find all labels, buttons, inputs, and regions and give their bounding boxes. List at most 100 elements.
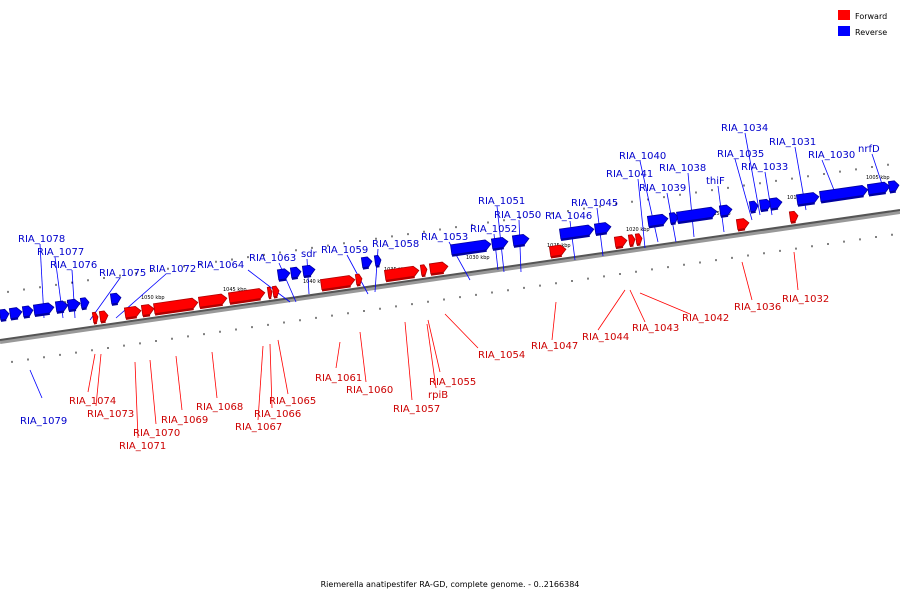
- forward-gene: [788, 210, 799, 224]
- reverse-leader-line: [29, 369, 43, 399]
- reverse-gene: [866, 181, 891, 197]
- gene-label-RIA-1055[interactable]: RIA_1055: [429, 377, 476, 388]
- gene-label-RIA-1047[interactable]: RIA_1047: [531, 341, 578, 352]
- forward-leader-line: [175, 355, 183, 411]
- gene-arrow-body: [819, 185, 869, 202]
- reverse-gene: [887, 180, 900, 194]
- gene-arrow-shade: [125, 316, 137, 320]
- gene-arrow-body: [301, 264, 316, 277]
- gene-arrow-shade: [23, 315, 30, 319]
- gene-label-RIA-1070[interactable]: RIA_1070: [133, 428, 180, 439]
- gene-arrow-body: [266, 286, 273, 298]
- gene-label-sdr[interactable]: sdr: [301, 249, 318, 260]
- gene-label-RIA-1051[interactable]: RIA_1051: [478, 196, 525, 207]
- gene-label-RIA-1034[interactable]: RIA_1034: [721, 123, 768, 134]
- gene-arrow-body: [768, 197, 783, 210]
- gene-arrow-shade: [430, 271, 444, 276]
- gene-label-rpiB[interactable]: rpiB: [428, 390, 448, 401]
- gene-arrow-body: [887, 180, 900, 192]
- gene-label-RIA-1045[interactable]: RIA_1045: [571, 198, 618, 209]
- gene-label-RIA-1063[interactable]: RIA_1063: [249, 253, 296, 264]
- legend-forward-label: Forward: [855, 12, 887, 21]
- gene-label-RIA-1079[interactable]: RIA_1079: [20, 416, 67, 427]
- gene-label-RIA-1072[interactable]: RIA_1072: [149, 264, 196, 275]
- gene-label-RIA-1046[interactable]: RIA_1046: [545, 211, 592, 222]
- gene-label-RIA-1073[interactable]: RIA_1073: [87, 409, 134, 420]
- gene-label-RIA-1053[interactable]: RIA_1053: [421, 232, 468, 243]
- gene-label-RIA-1044[interactable]: RIA_1044: [582, 332, 629, 343]
- gene-label-RIA-1043[interactable]: RIA_1043: [632, 323, 679, 334]
- gene-label-RIA-1038[interactable]: RIA_1038: [659, 163, 706, 174]
- reverse-leader-line: [637, 178, 646, 249]
- reverse-gene: [450, 239, 492, 257]
- gene-arrow-shade: [268, 296, 272, 300]
- gene-arrow-shade: [68, 309, 77, 313]
- reverse-gene: [289, 266, 302, 280]
- gene-label-RIA-1065[interactable]: RIA_1065: [269, 396, 316, 407]
- gene-label-RIA-1041[interactable]: RIA_1041: [606, 169, 653, 180]
- gene-label-RIA-1059[interactable]: RIA_1059: [321, 245, 368, 256]
- gene-arrow-body: [123, 305, 142, 319]
- gene-label-thiF[interactable]: thiF: [706, 176, 725, 187]
- gene-label-RIA-1036[interactable]: RIA_1036: [734, 302, 781, 313]
- gene-arrow-body: [66, 298, 81, 311]
- forward-leader-line: [426, 323, 437, 389]
- gene-label-RIA-1054[interactable]: RIA_1054: [478, 350, 525, 361]
- gene-label-RIA-1042[interactable]: RIA_1042: [682, 313, 729, 324]
- gene-label-RIA-1039[interactable]: RIA_1039: [639, 183, 686, 194]
- gene-label-RIA-1032[interactable]: RIA_1032: [782, 294, 829, 305]
- gene-label-RIA-1066[interactable]: RIA_1066: [254, 409, 301, 420]
- gene-label-RIA-1078[interactable]: RIA_1078: [18, 234, 65, 245]
- reverse-leader-line: [687, 172, 695, 238]
- gene-arrow-body: [140, 304, 155, 316]
- gene-label-RIA-1061[interactable]: RIA_1061: [315, 373, 362, 384]
- genome-caption: Riemerella anatipestifer RA-GD, complete…: [321, 580, 580, 589]
- reverse-leader-line: [639, 160, 659, 243]
- scale-label: 1005 kbp: [866, 175, 890, 181]
- gene-label-RIA-1077[interactable]: RIA_1077: [37, 247, 84, 258]
- forward-leader-line: [427, 319, 441, 373]
- gene-label-RIA-1052[interactable]: RIA_1052: [470, 224, 517, 235]
- gene-arrow-shade: [595, 232, 607, 236]
- gene-label-RIA-1050[interactable]: RIA_1050: [494, 210, 541, 221]
- gene-arrow-shade: [154, 308, 194, 316]
- gene-arrow-body: [98, 310, 109, 322]
- forward-gene: [634, 233, 643, 247]
- reverse-gene: [360, 256, 373, 270]
- gene-label-RIA-1068[interactable]: RIA_1068: [196, 402, 243, 413]
- gene-arrow-body: [419, 264, 428, 276]
- gene-label-RIA-1030[interactable]: RIA_1030: [808, 150, 855, 161]
- gene-label-RIA-1058[interactable]: RIA_1058: [372, 239, 419, 250]
- gene-label-RIA-1069[interactable]: RIA_1069: [161, 415, 208, 426]
- gene-label-RIA-1067[interactable]: RIA_1067: [235, 422, 282, 433]
- forward-gene: [627, 234, 636, 248]
- gene-arrow-shade: [273, 295, 278, 299]
- gene-label-RIA-1031[interactable]: RIA_1031: [769, 137, 816, 148]
- gene-label-RIA-1071[interactable]: RIA_1071: [119, 441, 166, 452]
- gene-label-RIA-1076[interactable]: RIA_1076: [50, 260, 97, 271]
- forward-gene: [140, 304, 155, 318]
- scale-label: 1050 kbp: [141, 295, 165, 301]
- gene-label-nrfD[interactable]: nrfD: [858, 144, 880, 155]
- gene-arrow-shade: [770, 207, 779, 211]
- gene-arrow-body: [54, 300, 69, 313]
- gene-arrow-shade: [34, 312, 50, 318]
- axis-line: [0, 209, 900, 341]
- reverse-gene: [748, 200, 759, 214]
- gene-label-RIA-1060[interactable]: RIA_1060: [346, 385, 393, 396]
- gene-label-RIA-1040[interactable]: RIA_1040: [619, 151, 666, 162]
- legend-reverse-label: Reverse: [855, 28, 887, 37]
- gene-label-RIA-1035[interactable]: RIA_1035: [717, 149, 764, 160]
- gene-label-RIA-1033[interactable]: RIA_1033: [741, 162, 788, 173]
- gene-arrow-shade: [550, 254, 562, 259]
- gene-label-RIA-1075[interactable]: RIA_1075: [99, 268, 146, 279]
- gene-arrow-body: [735, 218, 750, 230]
- gene-arrow-body: [593, 222, 612, 235]
- reverse-leader-line: [247, 269, 291, 303]
- gene-arrow-body: [758, 198, 773, 211]
- forward-leader-line: [277, 339, 289, 395]
- reverse-gene: [0, 308, 10, 322]
- gene-label-RIA-1057[interactable]: RIA_1057: [393, 404, 440, 415]
- gene-label-RIA-1074[interactable]: RIA_1074: [69, 396, 116, 407]
- gene-label-RIA-1064[interactable]: RIA_1064: [197, 260, 244, 271]
